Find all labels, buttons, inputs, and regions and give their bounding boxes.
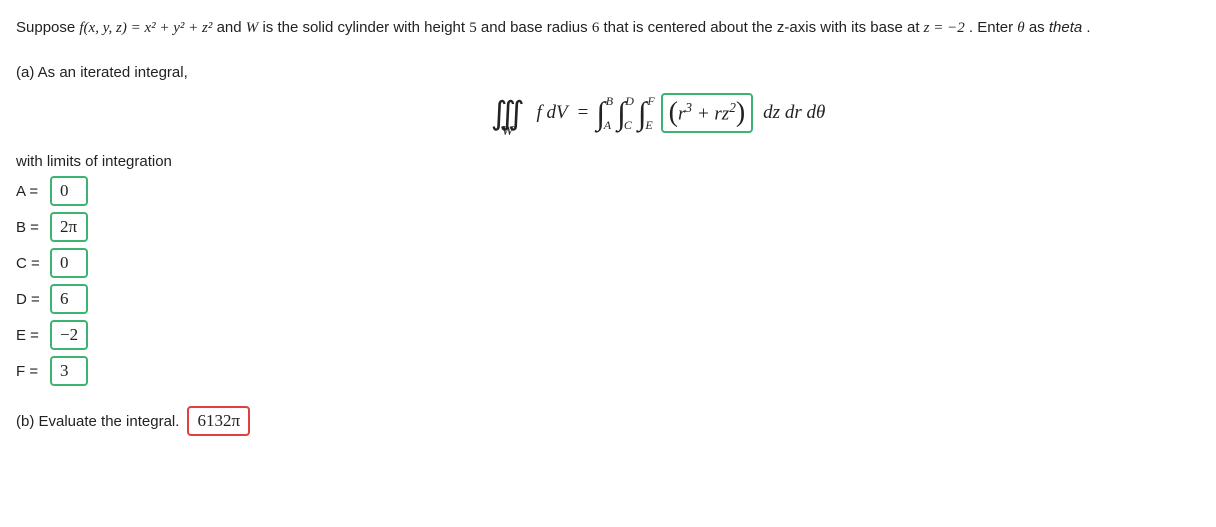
- limit-row-C: C = 0: [16, 248, 1200, 278]
- limit-input-F[interactable]: 3: [50, 356, 88, 386]
- limit-label-B: B =: [16, 219, 44, 236]
- intro-end1: . Enter: [969, 19, 1017, 36]
- middle-integral: ∫ D C: [617, 97, 626, 129]
- limit-input-E[interactable]: −2: [50, 320, 88, 350]
- W-symbol: W: [246, 20, 259, 36]
- limits-section: with limits of integration A = 0 B = 2π …: [16, 153, 1200, 386]
- limit-input-B[interactable]: 2π: [50, 212, 88, 242]
- limit-label-D: D =: [16, 291, 44, 308]
- intro-period: .: [1086, 19, 1090, 36]
- limit-input-D[interactable]: 6: [50, 284, 88, 314]
- intro-mid3: and base radius: [481, 19, 592, 36]
- equation-container: ∭ W f dV = ∫ B A ∫ D C ∫ F E ( r3 + rz2 …: [16, 93, 1200, 133]
- limit-label-A: A =: [16, 183, 44, 200]
- intro-prefix: Suppose: [16, 19, 79, 36]
- height-val: 5: [469, 20, 477, 36]
- outer-lower: A: [604, 119, 611, 131]
- radius-val: 6: [592, 20, 600, 36]
- outer-integral: ∫ B A: [596, 97, 605, 129]
- middle-lower: C: [624, 119, 632, 131]
- inner-lower: E: [645, 119, 652, 131]
- inner-integral: ∫ F E: [638, 97, 647, 129]
- limit-row-D: D = 6: [16, 284, 1200, 314]
- iterated-integral-equation: ∭ W f dV = ∫ B A ∫ D C ∫ F E ( r3 + rz2 …: [491, 93, 826, 133]
- intro-end2: as: [1029, 19, 1049, 36]
- integral-region-W: W: [502, 125, 514, 139]
- limit-input-C[interactable]: 0: [50, 248, 88, 278]
- limit-row-E: E = −2: [16, 320, 1200, 350]
- limit-label-E: E =: [16, 327, 44, 344]
- problem-statement: Suppose f(x, y, z) = x² + y² + z² and W …: [16, 16, 1200, 40]
- outer-upper: B: [606, 95, 613, 107]
- lhs-integrand: f dV: [537, 102, 568, 124]
- theta-word: theta: [1049, 19, 1082, 36]
- intro-mid4: that is centered about the z-axis with i…: [603, 19, 923, 36]
- limit-row-A: A = 0: [16, 176, 1200, 206]
- limits-label: with limits of integration: [16, 153, 1200, 170]
- equals-sign: =: [578, 102, 589, 124]
- limit-row-B: B = 2π: [16, 212, 1200, 242]
- intro-mid1: and: [217, 19, 246, 36]
- part-a-label: (a) As an iterated integral,: [16, 64, 1200, 81]
- limit-input-A[interactable]: 0: [50, 176, 88, 206]
- limit-label-F: F =: [16, 363, 44, 380]
- middle-upper: D: [625, 95, 634, 107]
- theta-sym: θ: [1017, 20, 1024, 36]
- integrand-input[interactable]: ( r3 + rz2 ): [661, 93, 754, 133]
- function-def: f(x, y, z) = x² + y² + z²: [79, 20, 212, 36]
- part-b-label: (b) Evaluate the integral.: [16, 413, 179, 430]
- limit-row-F: F = 3: [16, 356, 1200, 386]
- differentials: dz dr dθ: [763, 102, 825, 124]
- part-b: (b) Evaluate the integral. 6132π: [16, 406, 1200, 436]
- inner-upper: F: [647, 95, 654, 107]
- part-b-answer-input[interactable]: 6132π: [187, 406, 250, 436]
- z-base: z = −2: [924, 20, 965, 36]
- triple-integral-symbol: ∭ W: [491, 97, 525, 129]
- intro-mid2: is the solid cylinder with height: [262, 19, 469, 36]
- limit-label-C: C =: [16, 255, 44, 272]
